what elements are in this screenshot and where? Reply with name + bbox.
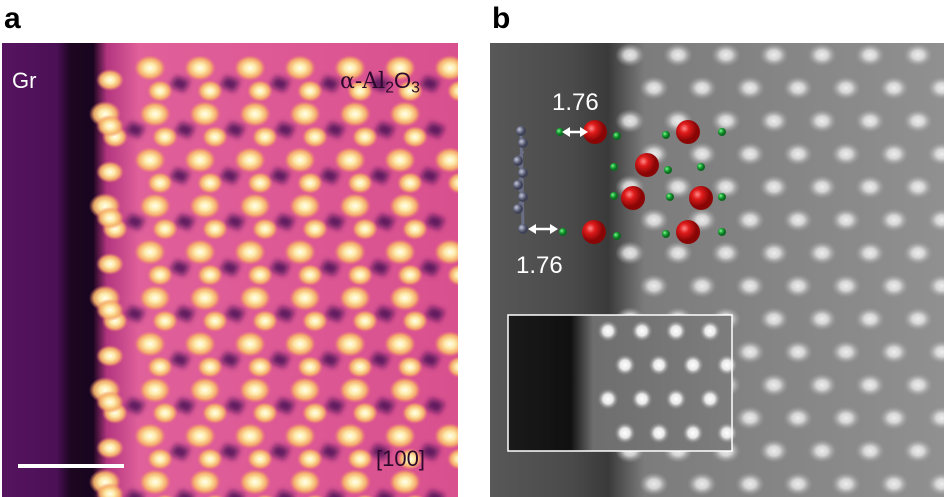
panel-a-image-svg [2,43,458,497]
distance-label-top: 1.76 [552,89,599,116]
panel-a-stem-image: Gr α-Al2O3 [100] [2,43,458,497]
alumina-label: α-Al2O3 [340,68,420,97]
graphene-label: Gr [12,68,37,93]
zone-axis-label: [100] [376,446,425,471]
distance-arrow-top [562,127,588,137]
simulated-inset [507,314,738,452]
panel-b-letter: b [492,2,511,35]
panel-a-letter: a [4,2,21,35]
graphene-edge-model [513,126,528,234]
alumina-atom-model [556,120,726,244]
distance-arrow-bottom [528,224,558,234]
panel-b-image-svg [490,43,944,497]
distance-label-bottom: 1.76 [516,252,563,279]
scale-bar [18,464,124,468]
panel-b-stem-image: 1.76 1.76 [490,43,944,497]
